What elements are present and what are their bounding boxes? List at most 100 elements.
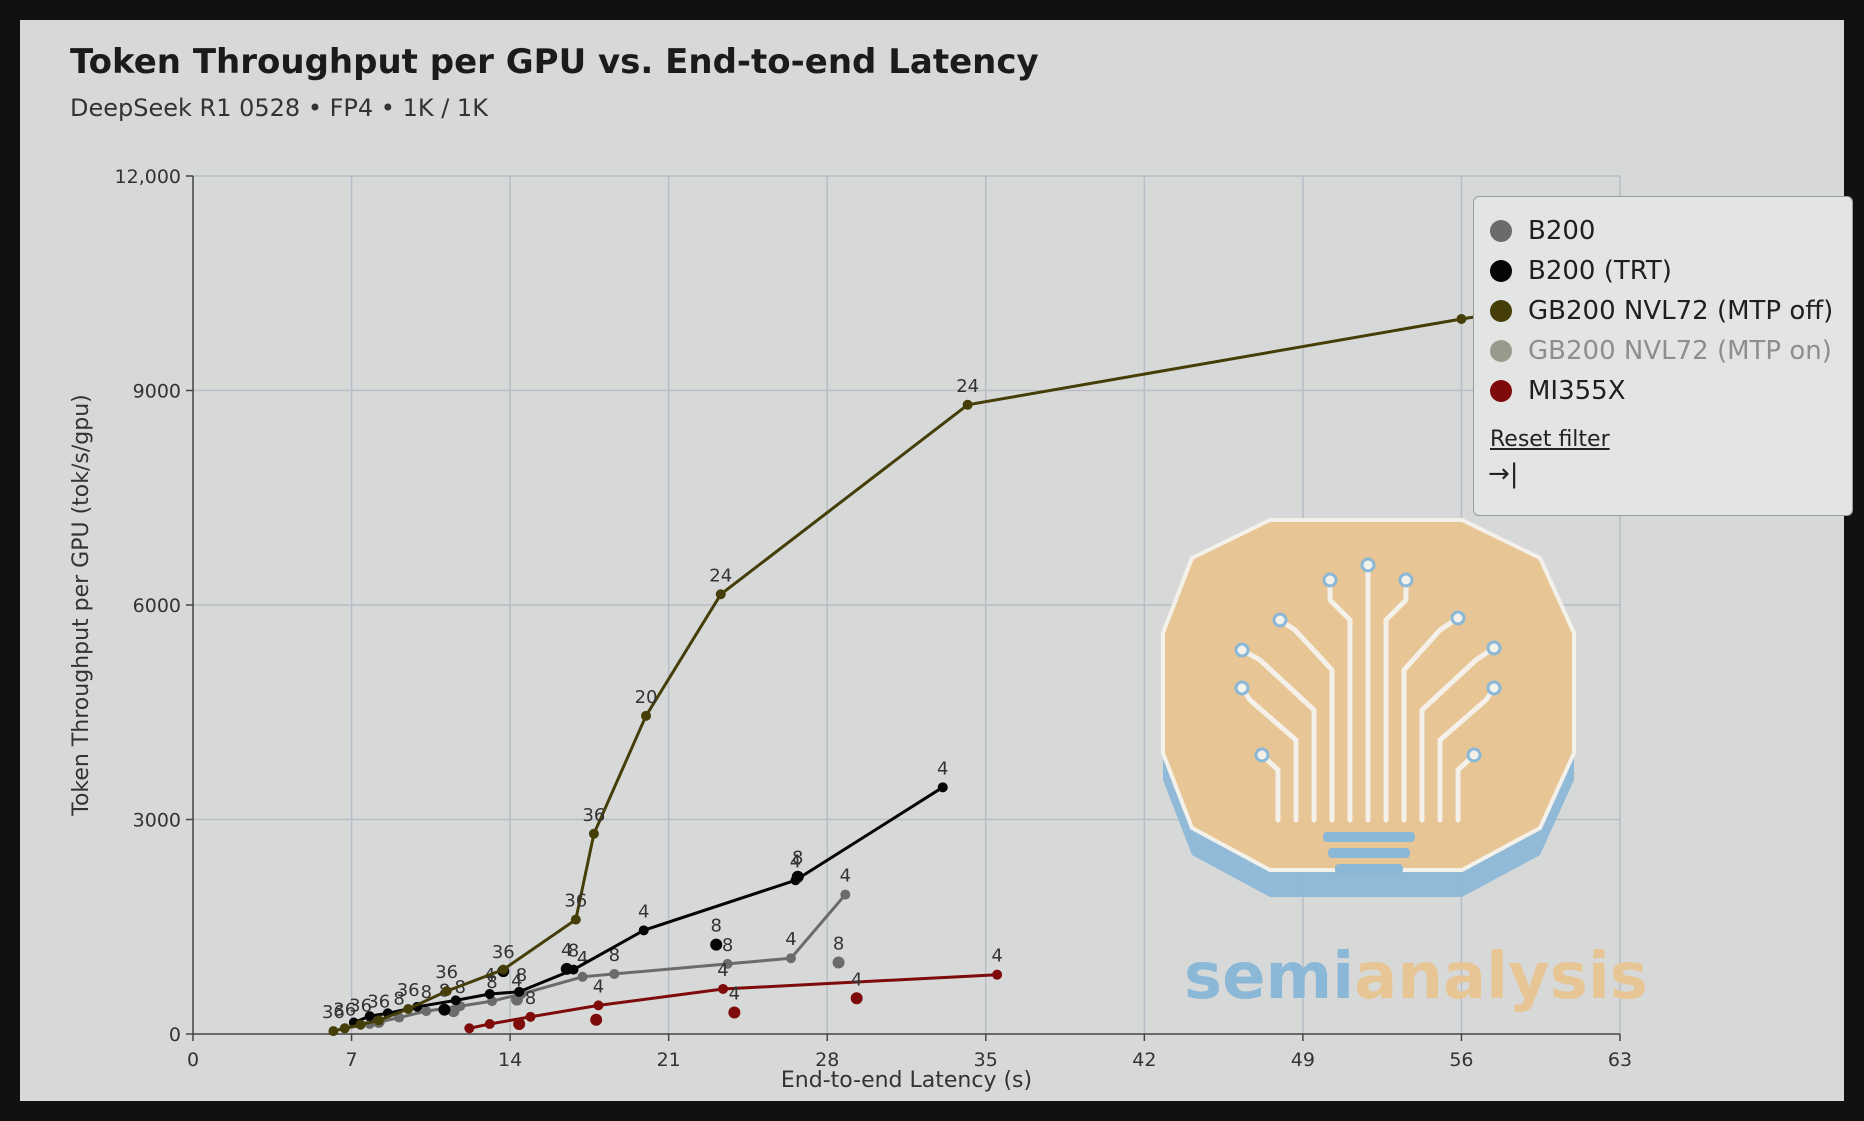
data-label: 4 xyxy=(729,984,740,1005)
x-tick-label: 56 xyxy=(1449,1049,1473,1071)
data-point[interactable] xyxy=(791,870,804,883)
x-tick-label: 42 xyxy=(1132,1049,1156,1071)
data-point[interactable] xyxy=(590,1013,603,1026)
legend-dot-icon xyxy=(1490,300,1512,322)
data-point[interactable] xyxy=(373,1015,384,1026)
data-label: 20 xyxy=(635,687,658,708)
data-point[interactable] xyxy=(710,938,723,951)
data-point[interactable] xyxy=(364,1011,375,1022)
data-point[interactable] xyxy=(484,1018,495,1029)
data-point[interactable] xyxy=(588,828,599,839)
reset-filter-link[interactable]: Reset filter xyxy=(1490,427,1610,452)
y-axis-label: Token Throughput per GPU (tok/s/gpu) xyxy=(69,394,94,816)
legend-label: GB200 NVL72 (MTP on) xyxy=(1528,336,1832,366)
legend-item-gb200-mtp-off[interactable]: GB200 NVL72 (MTP off) xyxy=(1490,293,1833,329)
data-point[interactable] xyxy=(577,971,588,982)
y-tick-label: 0 xyxy=(169,1024,181,1046)
data-point[interactable] xyxy=(464,1023,475,1034)
x-tick-label: 28 xyxy=(815,1049,839,1071)
data-point[interactable] xyxy=(785,953,796,964)
legend-dot-icon xyxy=(1490,380,1512,402)
circuit-nodes xyxy=(1234,557,1502,763)
data-point[interactable] xyxy=(850,992,863,1005)
data-point[interactable] xyxy=(355,1019,366,1030)
data-label: 24 xyxy=(956,376,979,397)
data-point[interactable] xyxy=(447,1005,460,1018)
data-point[interactable] xyxy=(715,589,726,600)
data-point[interactable] xyxy=(441,986,452,997)
legend-item-b200-trt[interactable]: B200 (TRT) xyxy=(1490,253,1672,289)
data-point[interactable] xyxy=(339,1023,350,1034)
legend-dot-icon xyxy=(1490,340,1512,362)
y-tick-label: 3000 xyxy=(133,810,181,832)
data-point[interactable] xyxy=(525,1011,536,1022)
x-tick-label: 63 xyxy=(1608,1049,1632,1071)
chart-panel: semianalysis 0 7 14 21 28 35 42 49 56 63 0 3000 6000… xyxy=(20,20,1853,1101)
data-point[interactable] xyxy=(421,1006,432,1017)
data-point[interactable] xyxy=(638,925,649,936)
data-label: 4 xyxy=(717,960,728,981)
data-point[interactable] xyxy=(450,995,461,1006)
y-tick-label: 6000 xyxy=(133,595,181,617)
axes: 0 7 14 21 28 35 42 49 56 63 0 3000 6000 9000 12,000 End… xyxy=(69,166,1632,1093)
y-tick-label: 12,000 xyxy=(115,166,181,188)
data-label: 36 xyxy=(492,942,515,963)
x-tick-label: 21 xyxy=(657,1049,681,1071)
legend-dot-icon xyxy=(1490,260,1512,282)
x-axis-label: End-to-end Latency (s) xyxy=(781,1068,1032,1093)
data-point[interactable] xyxy=(962,399,973,410)
legend-label: GB200 NVL72 (MTP off) xyxy=(1528,296,1834,326)
legend-label: MI355X xyxy=(1528,376,1626,406)
data-point[interactable] xyxy=(438,1003,451,1016)
data-label: 8 xyxy=(833,934,844,955)
data-label: 36 xyxy=(322,1002,345,1023)
data-point[interactable] xyxy=(722,958,733,969)
chart-title: Token Throughput per GPU vs. End-to-end … xyxy=(70,42,1039,82)
data-point[interactable] xyxy=(560,962,573,975)
data-point[interactable] xyxy=(609,968,620,979)
data-point[interactable] xyxy=(498,964,509,975)
data-point[interactable] xyxy=(937,782,948,793)
data-label: 8 xyxy=(722,935,733,956)
data-point[interactable] xyxy=(641,710,652,721)
legend-label: B200 xyxy=(1528,216,1596,246)
series-layer: 8888848844484844483648836363636363636362… xyxy=(322,306,1512,1037)
data-label: 4 xyxy=(937,758,948,779)
data-label: 36 xyxy=(397,980,420,1001)
data-point[interactable] xyxy=(718,983,729,994)
collapse-legend-icon[interactable]: →| xyxy=(1488,459,1519,489)
legend-item-mi355x[interactable]: MI355X xyxy=(1490,373,1626,409)
data-label: 4 xyxy=(790,851,801,872)
data-point[interactable] xyxy=(832,956,845,969)
x-tick-label: 35 xyxy=(974,1049,998,1071)
data-label: 8 xyxy=(421,982,432,1003)
x-tick-label: 7 xyxy=(346,1049,358,1071)
data-label: 8 xyxy=(711,916,722,937)
data-label: 8 xyxy=(455,977,466,998)
data-point[interactable] xyxy=(514,986,525,997)
data-label: 24 xyxy=(709,565,732,586)
data-label: 4 xyxy=(511,971,522,992)
data-point[interactable] xyxy=(328,1026,339,1037)
data-point[interactable] xyxy=(1456,314,1467,324)
data-point[interactable] xyxy=(992,969,1003,980)
data-label: 8 xyxy=(609,945,620,966)
data-point[interactable] xyxy=(484,988,495,999)
data-point[interactable] xyxy=(840,889,851,900)
data-point[interactable] xyxy=(403,1003,414,1014)
data-label: 8 xyxy=(393,989,404,1010)
data-point[interactable] xyxy=(513,1017,526,1030)
data-label: 36 xyxy=(435,962,458,983)
legend-item-b200[interactable]: B200 xyxy=(1490,213,1595,249)
legend-label: B200 (TRT) xyxy=(1528,256,1672,286)
data-point[interactable] xyxy=(570,914,581,925)
data-label: 8 xyxy=(486,972,497,993)
y-tick-label: 9000 xyxy=(133,381,181,403)
watermark-text: semianalysis xyxy=(1184,940,1648,1014)
legend-item-gb200-mtp-on[interactable]: GB200 NVL72 (MTP on) xyxy=(1490,333,1832,369)
semianalysis-logo: semianalysis xyxy=(1161,518,1648,1014)
data-label: 36 xyxy=(564,891,587,912)
data-point[interactable] xyxy=(728,1006,741,1019)
data-point[interactable] xyxy=(593,1000,604,1011)
